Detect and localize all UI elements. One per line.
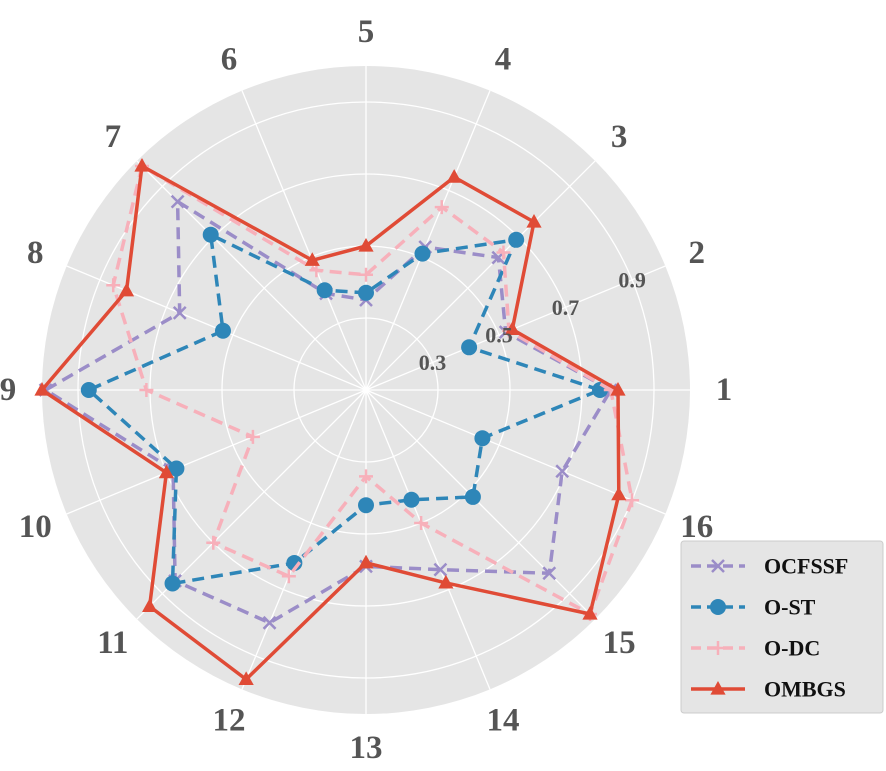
grid-spoke bbox=[66, 389, 367, 515]
data-point-ombgs bbox=[134, 157, 150, 172]
data-point-o-st bbox=[286, 554, 303, 571]
data-point-ocfssf bbox=[172, 305, 187, 320]
data-point-o-dc bbox=[496, 245, 511, 260]
category-label: 12 bbox=[212, 703, 245, 739]
radial-tick-labels: 0.3 0.5 0.7 0.9 bbox=[419, 267, 646, 375]
category-label: 1 bbox=[716, 372, 733, 408]
radar-series bbox=[34, 157, 640, 685]
legend-box bbox=[680, 540, 884, 714]
category-label: 8 bbox=[27, 235, 44, 271]
radial-tick-label: 0.9 bbox=[618, 267, 646, 292]
radial-tick-label: 0.7 bbox=[552, 295, 580, 320]
data-point-o-dc bbox=[359, 267, 373, 282]
category-label: 4 bbox=[495, 41, 512, 77]
data-point-o-dc bbox=[281, 569, 296, 584]
data-point-o-st bbox=[358, 284, 374, 301]
category-label: 15 bbox=[603, 625, 636, 661]
grid-spoke bbox=[365, 160, 596, 391]
data-point-o-st bbox=[202, 226, 219, 243]
data-point-o-dc bbox=[245, 429, 260, 444]
data-point-o-st bbox=[508, 231, 525, 248]
data-point-ombgs bbox=[610, 382, 626, 396]
data-point-ocfssf bbox=[542, 566, 557, 581]
data-point-ombgs bbox=[504, 321, 520, 335]
data-point-ocfssf bbox=[170, 194, 185, 209]
legend-label: OMBGS bbox=[764, 677, 846, 702]
legend-marker bbox=[711, 559, 725, 573]
data-point-o-dc bbox=[139, 383, 154, 397]
legend-item-o-dc: O-DC bbox=[691, 636, 820, 661]
data-point-o-st bbox=[164, 575, 181, 592]
data-point-ombgs bbox=[358, 238, 374, 252]
category-label: 3 bbox=[611, 119, 628, 155]
data-point-ombgs bbox=[582, 606, 598, 620]
data-point-o-st bbox=[474, 430, 491, 447]
data-point-o-dc bbox=[414, 516, 429, 531]
data-point-o-st bbox=[214, 322, 231, 339]
category-label: 10 bbox=[19, 509, 52, 545]
data-point-o-dc bbox=[434, 200, 449, 215]
legend-marker bbox=[710, 681, 726, 695]
grid-spoke bbox=[365, 90, 491, 391]
data-point-o-st bbox=[358, 497, 374, 514]
data-point-ombgs bbox=[158, 464, 175, 479]
category-label: 16 bbox=[680, 509, 713, 545]
data-point-o-st bbox=[414, 245, 431, 262]
grid-spoke bbox=[365, 389, 596, 620]
legend-marker bbox=[710, 599, 726, 615]
category-label: 6 bbox=[221, 41, 238, 77]
data-point-ombgs bbox=[438, 574, 454, 589]
data-point-ombgs bbox=[238, 671, 254, 685]
data-point-ocfssf bbox=[433, 562, 448, 577]
data-point-o-dc bbox=[106, 278, 121, 293]
category-label: 14 bbox=[487, 703, 520, 739]
data-point-ombgs bbox=[142, 598, 158, 612]
legend-item-ocfssf: OCFSSF bbox=[691, 554, 848, 579]
data-point-o-st bbox=[403, 491, 420, 508]
legend-marker bbox=[711, 641, 725, 655]
data-point-ocfssf bbox=[555, 464, 570, 479]
data-point-ombgs bbox=[34, 382, 50, 396]
category-label: 13 bbox=[350, 730, 383, 766]
legend-label: OCFSSF bbox=[764, 554, 848, 579]
data-point-ombgs bbox=[118, 282, 135, 297]
grid-spoke bbox=[241, 389, 367, 690]
radial-tick-label: 0.5 bbox=[485, 322, 513, 347]
data-point-o-st bbox=[464, 488, 481, 505]
data-point-o-st bbox=[80, 382, 97, 398]
data-point-ombgs bbox=[526, 213, 542, 228]
data-point-ocfssf bbox=[262, 615, 277, 630]
data-point-o-dc bbox=[206, 535, 221, 550]
legend-item-ombgs: OMBGS bbox=[691, 677, 846, 702]
data-point-o-st bbox=[316, 282, 333, 299]
series-ombgs bbox=[34, 157, 627, 685]
legend-label: O-ST bbox=[764, 595, 816, 620]
legend: OCFSSF O-ST O-DC OMBGS bbox=[680, 540, 884, 714]
category-label: 7 bbox=[105, 119, 122, 155]
radial-tick-label: 0.3 bbox=[419, 350, 447, 375]
category-label: 9 bbox=[0, 372, 16, 408]
data-point-ombgs bbox=[358, 554, 374, 569]
category-label: 5 bbox=[358, 14, 375, 50]
data-point-o-st bbox=[168, 460, 185, 477]
category-label: 11 bbox=[97, 625, 128, 661]
legend-item-o-st: O-ST bbox=[691, 595, 816, 620]
category-label: 2 bbox=[688, 235, 705, 271]
data-point-ombgs bbox=[446, 169, 462, 183]
data-point-o-st bbox=[461, 339, 478, 356]
data-point-o-dc bbox=[625, 493, 640, 508]
series-line-ocfssf bbox=[43, 199, 613, 625]
data-point-ombgs bbox=[611, 486, 627, 501]
grid-spoke bbox=[241, 90, 367, 391]
data-point-o-dc bbox=[359, 469, 373, 484]
legend-label: O-DC bbox=[764, 636, 820, 661]
data-point-ombgs bbox=[304, 252, 320, 266]
grid-spoke bbox=[365, 389, 491, 690]
